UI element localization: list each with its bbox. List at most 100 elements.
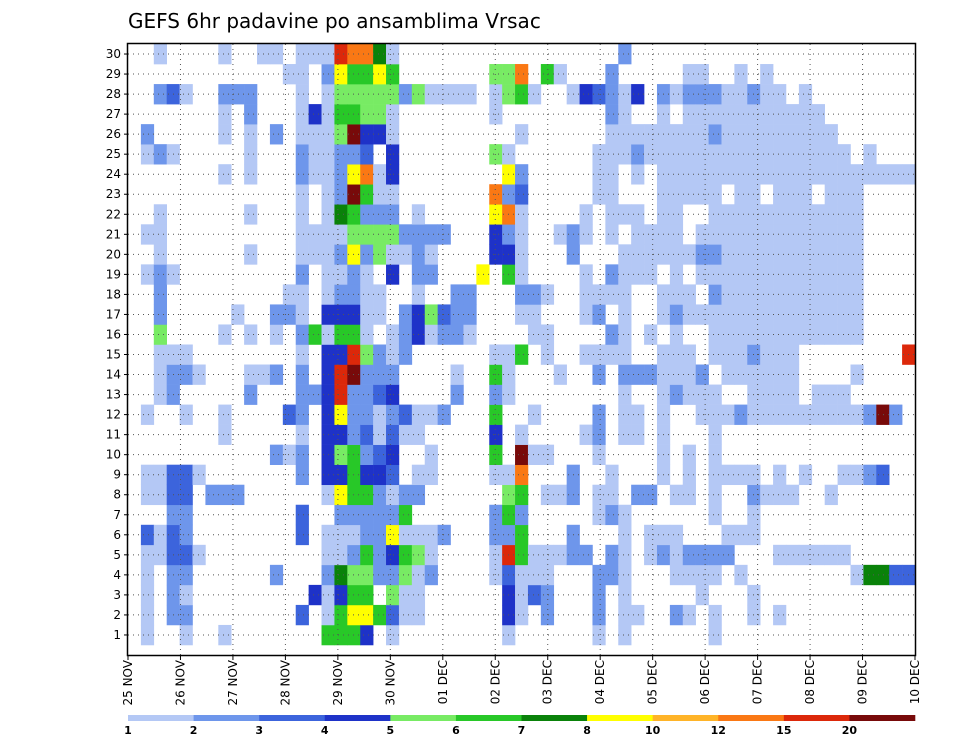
heatmap-cell (695, 564, 709, 586)
heatmap-cell (295, 44, 309, 65)
heatmap-cell (708, 424, 722, 445)
heatmap-cell (824, 144, 838, 165)
heatmap-cell (218, 324, 232, 345)
heatmap-cell (824, 244, 838, 265)
heatmap-cell (618, 124, 632, 145)
heatmap-cell (527, 544, 542, 566)
x-axis: 25 NOV 26 NOV 27 NOV 28 NOV 29 NOV 30 NOV 01 D… (121, 655, 922, 706)
heatmap-cell (398, 564, 413, 586)
heatmap-cell (644, 224, 658, 245)
y-tick-label: 25 (106, 147, 121, 161)
heatmap-cell (605, 504, 619, 526)
heatmap-cell (153, 144, 167, 165)
heatmap-cell (360, 504, 374, 526)
x-tick-label: 03 DEC (541, 660, 555, 704)
y-tick-label: 23 (106, 187, 121, 201)
heatmap-cell (192, 364, 206, 385)
heatmap-cell (360, 424, 374, 445)
y-tick-label: 27 (106, 107, 121, 121)
heatmap-cell (424, 224, 438, 245)
heatmap-cell (334, 304, 348, 325)
heatmap-cell (837, 464, 851, 486)
heatmap-cell (631, 224, 645, 245)
heatmap-cell (605, 204, 619, 225)
heatmap-cell (605, 464, 619, 486)
y-tick-label: 17 (106, 307, 121, 321)
heatmap-cell (489, 184, 503, 205)
heatmap-cell (669, 604, 684, 626)
heatmap-cell (386, 504, 400, 526)
heatmap-cell (386, 464, 400, 486)
heatmap-cell (386, 344, 400, 365)
heatmap-cell (618, 44, 632, 65)
heatmap-cell (708, 344, 722, 365)
heatmap-cell (515, 544, 529, 566)
colorbar-swatch (193, 715, 260, 721)
heatmap-cell (682, 384, 696, 405)
heatmap-cell (631, 204, 645, 225)
heatmap-cell (140, 464, 155, 486)
heatmap-cell (785, 144, 800, 165)
heatmap-cell (734, 104, 748, 125)
heatmap-cell (695, 364, 709, 385)
heatmap-cell (386, 484, 400, 506)
heatmap-cell (760, 384, 774, 405)
heatmap-cell (334, 224, 348, 245)
heatmap-cell (669, 324, 684, 345)
heatmap-cell (244, 84, 258, 105)
heatmap-cell (308, 44, 322, 65)
heatmap-cell (192, 544, 206, 566)
heatmap-cell (669, 204, 684, 225)
heatmap-cell (773, 604, 787, 626)
heatmap-cell (773, 484, 787, 506)
y-tick-label: 8 (113, 488, 121, 502)
heatmap-cell (360, 144, 374, 165)
heatmap-cell (734, 304, 748, 325)
heatmap-cell (398, 304, 413, 325)
y-tick-label: 19 (106, 267, 121, 281)
heatmap-cell (334, 284, 348, 305)
heatmap-cell (179, 84, 193, 105)
heatmap-cell (295, 304, 309, 325)
heatmap-cell (334, 364, 348, 385)
heatmap-cell (579, 84, 593, 105)
heatmap-cell (605, 224, 619, 245)
heatmap-cell (824, 544, 838, 566)
heatmap-cell (360, 404, 374, 425)
heatmap-cell (618, 144, 632, 165)
heatmap-cell (295, 384, 309, 405)
heatmap-cell (695, 304, 709, 325)
heatmap-cell (644, 544, 658, 566)
heatmap-cell (140, 124, 155, 145)
heatmap-cell (760, 404, 774, 425)
heatmap-cell (153, 264, 167, 285)
heatmap-cell (360, 184, 374, 205)
heatmap-cell (824, 184, 838, 205)
heatmap-cell (605, 124, 619, 145)
heatmap-cell (824, 384, 838, 405)
heatmap-cell (837, 204, 851, 225)
heatmap-cell (334, 584, 348, 606)
heatmap-cell (734, 224, 748, 245)
heatmap-cell (734, 404, 748, 425)
heatmap-cell (618, 584, 632, 606)
heatmap-cell (798, 284, 813, 305)
heatmap-cell (760, 364, 774, 385)
heatmap-cell (618, 284, 632, 305)
heatmap-cell (373, 44, 387, 65)
heatmap-cell (295, 504, 309, 526)
heatmap-cell (334, 384, 348, 405)
heatmap-cell (269, 304, 284, 325)
heatmap-cell (837, 324, 851, 345)
heatmap-cell (269, 364, 284, 385)
heatmap-cell (527, 404, 542, 425)
heatmap-cell (605, 184, 619, 205)
heatmap-cell (373, 564, 387, 586)
heatmap-cell (592, 624, 606, 646)
heatmap-cell (295, 144, 309, 165)
heatmap-cell (579, 304, 593, 325)
heatmap-cell (295, 124, 309, 145)
heatmap-cell (153, 344, 167, 365)
heatmap-cell (282, 304, 297, 325)
heatmap-cell (579, 424, 593, 445)
